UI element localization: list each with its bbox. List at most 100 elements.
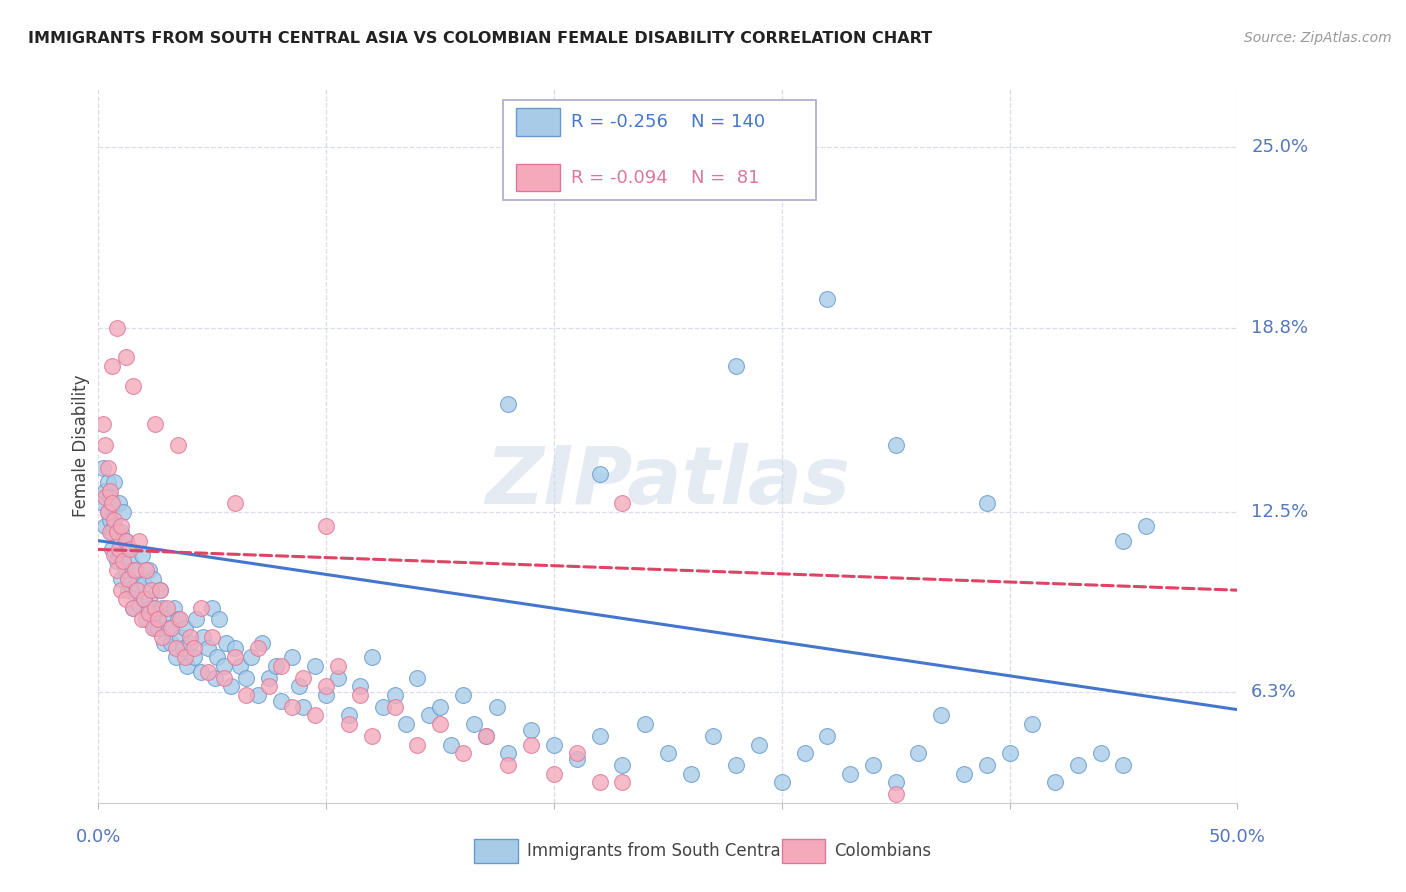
Point <box>429 699 451 714</box>
Point <box>153 635 176 649</box>
Point <box>193 630 215 644</box>
Point <box>114 591 136 606</box>
Point <box>292 699 315 714</box>
Point <box>190 600 212 615</box>
Point <box>146 621 169 635</box>
Point <box>139 600 162 615</box>
Point <box>371 699 394 714</box>
Point <box>174 650 197 665</box>
Point <box>117 583 139 598</box>
Bar <box>782 839 825 863</box>
Point <box>145 417 167 432</box>
Point <box>204 671 226 685</box>
Point <box>384 699 406 714</box>
Point <box>176 659 198 673</box>
Point <box>112 554 135 568</box>
Point <box>96 504 118 518</box>
Text: IMMIGRANTS FROM SOUTH CENTRAL ASIA VS COLOMBIAN FEMALE DISABILITY CORRELATION CH: IMMIGRANTS FROM SOUTH CENTRAL ASIA VS CO… <box>28 31 932 46</box>
Point <box>543 766 565 780</box>
FancyBboxPatch shape <box>503 100 815 200</box>
Point <box>212 671 235 685</box>
Point <box>124 563 146 577</box>
Point <box>588 775 610 789</box>
Point <box>228 659 250 673</box>
Point <box>197 641 219 656</box>
Point <box>565 746 588 760</box>
Point <box>135 563 157 577</box>
Point <box>114 350 136 364</box>
Point <box>474 729 496 743</box>
Point <box>139 583 162 598</box>
Point <box>186 612 208 626</box>
Point <box>264 659 287 673</box>
Point <box>110 583 132 598</box>
Point <box>128 598 150 612</box>
Point <box>142 572 165 586</box>
Point <box>215 635 238 649</box>
Point <box>91 460 114 475</box>
Point <box>224 650 246 665</box>
Point <box>451 688 474 702</box>
Point <box>612 775 634 789</box>
Point <box>138 607 160 621</box>
Point <box>101 542 124 557</box>
Point <box>1135 519 1157 533</box>
Point <box>315 519 337 533</box>
Point <box>98 513 121 527</box>
Point <box>281 699 304 714</box>
Bar <box>516 109 560 136</box>
Point <box>121 600 143 615</box>
Point <box>201 600 224 615</box>
Point <box>98 524 121 539</box>
Point <box>167 612 190 626</box>
Text: 6.3%: 6.3% <box>1251 683 1296 701</box>
Point <box>1043 775 1066 789</box>
Point <box>304 659 326 673</box>
Point <box>190 665 212 679</box>
Text: 50.0%: 50.0% <box>1209 828 1265 846</box>
Point <box>815 292 838 306</box>
Point <box>157 621 180 635</box>
Point <box>94 490 117 504</box>
Point <box>145 621 167 635</box>
Point <box>150 600 173 615</box>
Point <box>725 758 748 772</box>
Point <box>520 723 543 737</box>
Point <box>288 679 311 693</box>
Point <box>94 484 117 499</box>
Point <box>117 542 139 557</box>
Point <box>360 650 382 665</box>
Point <box>132 577 155 591</box>
Point <box>884 775 907 789</box>
Point <box>98 490 121 504</box>
Point <box>270 694 292 708</box>
Point <box>929 708 952 723</box>
Point <box>224 641 246 656</box>
Point <box>953 766 976 780</box>
Point <box>105 563 128 577</box>
Text: 12.5%: 12.5% <box>1251 502 1309 521</box>
Point <box>127 583 149 598</box>
Point <box>406 738 429 752</box>
Text: 18.8%: 18.8% <box>1251 319 1308 337</box>
Point <box>103 475 125 490</box>
Point <box>110 524 132 539</box>
Text: N = 140: N = 140 <box>690 113 765 131</box>
Point <box>114 533 136 548</box>
Point <box>169 612 191 626</box>
Point <box>498 758 520 772</box>
Point <box>793 746 815 760</box>
Point <box>224 496 246 510</box>
Point <box>440 738 463 752</box>
Point <box>121 600 143 615</box>
Text: Source: ZipAtlas.com: Source: ZipAtlas.com <box>1244 31 1392 45</box>
Text: N =  81: N = 81 <box>690 169 759 186</box>
Text: R = -0.256: R = -0.256 <box>571 113 668 131</box>
Point <box>183 641 205 656</box>
Point <box>103 513 125 527</box>
Point <box>160 635 183 649</box>
Point <box>679 766 702 780</box>
Point <box>174 621 197 635</box>
Point <box>183 650 205 665</box>
Point <box>634 155 657 169</box>
